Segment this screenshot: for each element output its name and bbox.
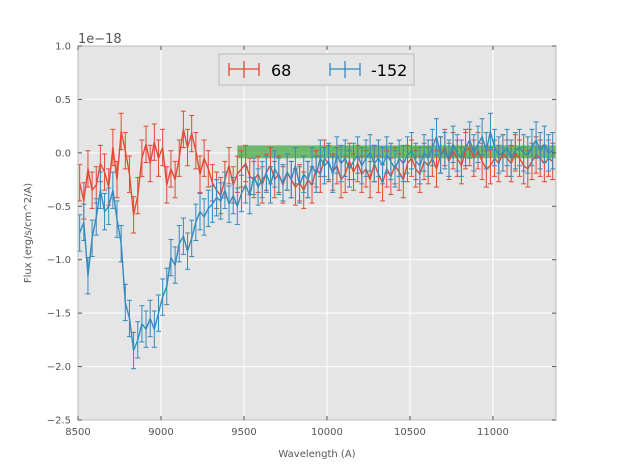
y-tick-label: −0.5 xyxy=(47,202,71,213)
y-tick-label: 1.0 xyxy=(55,42,71,53)
series-1 xyxy=(77,112,556,370)
y-tick-label: 0.0 xyxy=(55,148,71,159)
legend: 68 -152 xyxy=(218,53,415,86)
x-tick-label: 10500 xyxy=(394,427,426,438)
x-tick-label: 11000 xyxy=(477,427,509,438)
y-tick-label: 0.5 xyxy=(55,95,71,106)
y-axis-ticks: −2.5 −2.0 −1.5 −1.0 −0.5 0.0 0.5 1.0 xyxy=(47,42,556,427)
x-tick-label: 10000 xyxy=(311,427,343,438)
series-layer xyxy=(77,110,556,370)
legend-marker-68 xyxy=(228,61,260,78)
y-offset-label: 1e−18 xyxy=(78,32,122,47)
plot-background xyxy=(78,46,556,420)
plot-frame xyxy=(77,45,557,421)
x-tick-label: 9500 xyxy=(231,427,256,438)
legend-marker-minus-152 xyxy=(329,61,361,78)
x-axis-label: Wavelength (A) xyxy=(278,449,355,460)
y-tick-label: −2.5 xyxy=(47,416,71,427)
x-tick-label: 9000 xyxy=(148,427,173,438)
legend-label-minus-152: -152 xyxy=(371,61,407,80)
y-tick-label: −1.0 xyxy=(47,255,71,266)
x-tick-label: 8500 xyxy=(65,427,90,438)
series-line xyxy=(79,130,554,352)
y-tick-label: −2.0 xyxy=(47,362,71,373)
y-tick-label: −1.5 xyxy=(47,309,71,320)
legend-label-68: 68 xyxy=(271,61,291,80)
y-axis-label: Flux (erg/s/cm^2/A) xyxy=(23,183,34,283)
x-axis-ticks: 8500 9000 9500 10000 10500 11000 xyxy=(65,46,509,438)
